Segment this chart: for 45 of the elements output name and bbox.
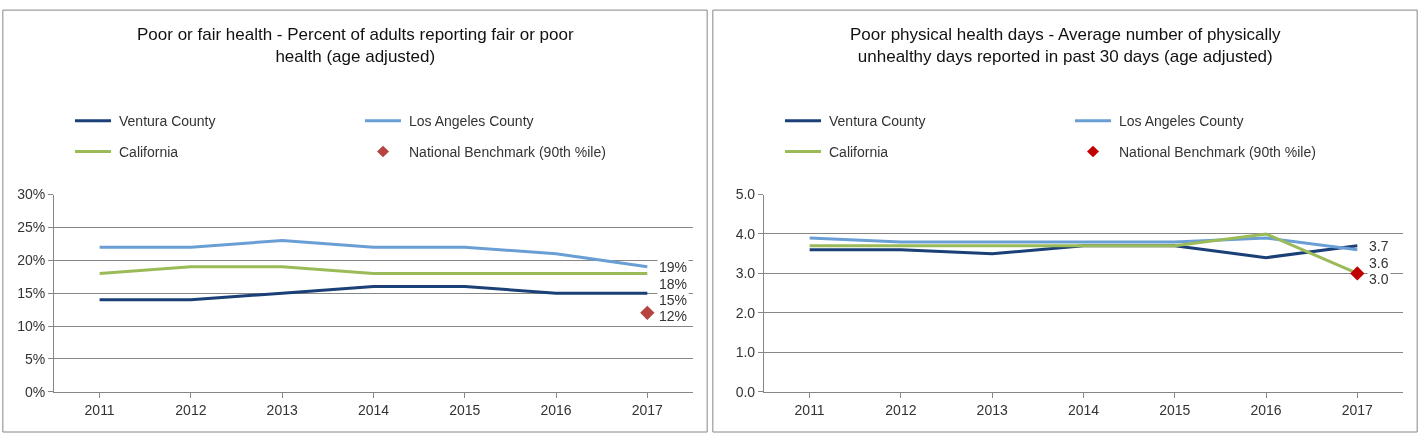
data-label: 3.7 xyxy=(1369,238,1389,254)
x-tick-label: 2017 xyxy=(1341,401,1374,418)
data-label: 15% xyxy=(659,292,688,308)
x-tick-label: 2011 xyxy=(84,401,115,418)
y-tick-label: 30% xyxy=(17,186,46,203)
legend-label: Los Angeles County xyxy=(409,113,534,129)
legend-label: Los Angeles County xyxy=(1119,113,1244,129)
y-tick-label: 15% xyxy=(17,285,46,302)
data-label: 3.0 xyxy=(1369,271,1389,287)
legend-label: Ventura County xyxy=(829,113,926,129)
y-tick-label: 3.0 xyxy=(735,265,756,282)
data-label: 12% xyxy=(659,308,688,324)
y-tick-label: 10% xyxy=(17,317,46,334)
y-tick-label: 0.0 xyxy=(735,383,756,400)
y-tick-label: 5% xyxy=(24,350,46,367)
data-label: 18% xyxy=(659,276,688,292)
x-tick-label: 2012 xyxy=(885,401,917,418)
data-label: 19% xyxy=(659,259,688,275)
x-tick-label: 2016 xyxy=(540,401,572,418)
y-tick-label: 4.0 xyxy=(735,225,756,242)
x-tick-label: 2013 xyxy=(266,401,298,418)
y-tick-label: 2.0 xyxy=(735,304,756,321)
x-tick-label: 2015 xyxy=(449,401,481,418)
legend-label: National Benchmark (90th %ile) xyxy=(409,144,606,160)
x-tick-label: 2017 xyxy=(631,401,664,418)
x-tick-label: 2014 xyxy=(1067,401,1100,418)
legend-label: California xyxy=(829,144,889,160)
y-tick-label: 20% xyxy=(17,252,46,269)
x-tick-label: 2011 xyxy=(794,401,825,418)
x-tick-label: 2013 xyxy=(976,401,1008,418)
legend-label: National Benchmark (90th %ile) xyxy=(1119,144,1316,160)
legend-label: California xyxy=(119,144,179,160)
chart-title: Poor physical health days - Average number of physically unhealthy days reported in past 30 days (age adjusted) xyxy=(850,25,1282,67)
y-tick-label: 0% xyxy=(24,383,46,400)
y-tick-label: 25% xyxy=(17,219,46,236)
x-tick-label: 2014 xyxy=(357,401,390,418)
x-tick-label: 2015 xyxy=(1159,401,1191,418)
legend-label: Ventura County xyxy=(119,113,216,129)
y-tick-label: 1.0 xyxy=(735,344,756,361)
line-series xyxy=(98,239,649,269)
y-tick-label: 5.0 xyxy=(735,186,756,203)
data-label: 3.6 xyxy=(1369,255,1389,271)
x-tick-label: 2012 xyxy=(175,401,207,418)
x-tick-label: 2016 xyxy=(1250,401,1282,418)
chart-title: Poor or fair health - Percent of adults reporting fair or poor health (age adjusted) xyxy=(137,25,574,67)
